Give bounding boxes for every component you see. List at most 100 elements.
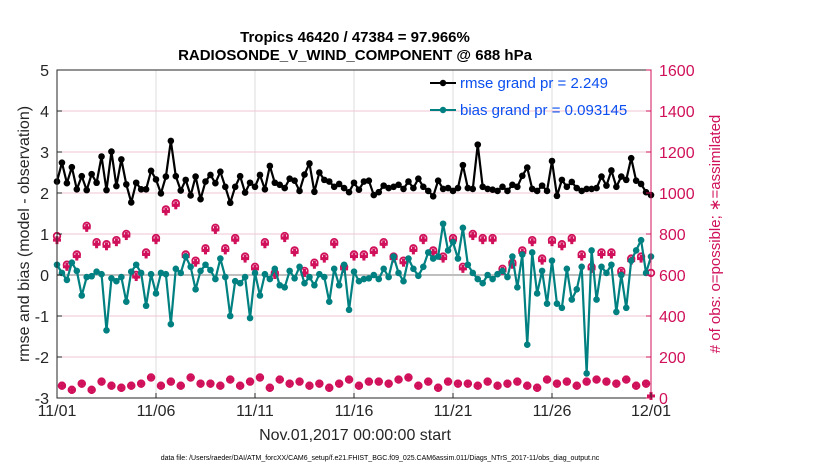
rmse-point (509, 181, 516, 189)
bias-point (335, 281, 343, 289)
y-tick-label: 2 (40, 186, 49, 203)
rmse-point (187, 192, 194, 199)
bias-point (236, 279, 244, 287)
x-axis-ticks: 11/01 11/06 11/11 11/16 11/21 11/26 12/01 (38, 393, 671, 420)
rmse-point (410, 184, 417, 192)
rmse-point (355, 186, 363, 194)
rmse-point (533, 187, 541, 195)
bias-point (113, 277, 120, 285)
rmse-point (217, 168, 224, 175)
chart-title-line-1: Tropics 46420 / 47384 = 97.966% (240, 29, 470, 46)
bias-point (504, 273, 511, 281)
obs-possible-marker (384, 379, 393, 388)
rmse-point (380, 182, 388, 189)
rmse-point (558, 176, 566, 184)
obs-possible-marker (349, 250, 359, 259)
obs-possible-marker (607, 248, 616, 257)
obs-possible-marker (374, 377, 383, 386)
bias-point (618, 271, 625, 279)
rmse-point (167, 137, 175, 145)
bias-point (444, 247, 452, 254)
bias-point (538, 267, 546, 275)
obs-possible-marker (582, 377, 591, 386)
obs-possible-marker (141, 248, 151, 257)
bias-point (157, 269, 165, 277)
bias-point (83, 273, 90, 281)
rmse-point (301, 171, 308, 178)
y-tick-label: -1 (35, 309, 49, 326)
rmse-point (340, 184, 348, 192)
obs-possible-marker (523, 381, 532, 390)
bias-point (197, 267, 204, 275)
bias-point (88, 272, 95, 280)
obs-possible-marker (503, 379, 512, 388)
bias-point (514, 284, 521, 291)
bias-point (375, 275, 383, 283)
legend: rmse grand pr = 2.249 bias grand pr = 0.… (430, 75, 627, 119)
rmse-point (474, 141, 482, 148)
obs-possible-marker (602, 377, 611, 386)
bias-point (68, 259, 76, 267)
rmse-point (578, 187, 585, 195)
bias-point (420, 263, 427, 271)
x-axis-label: Nov.01,2017 00:00:00 start (259, 427, 451, 444)
bias-point (637, 236, 645, 244)
rmse-point (330, 183, 338, 191)
rmse-point (212, 179, 219, 187)
obs-possible-marker (72, 250, 81, 259)
y-axis-ticks: -3 -2 -1 0 1 2 3 4 5 (35, 63, 62, 408)
y-axis-label: rmse and bias (model - observation) (16, 106, 33, 362)
rmse-point (553, 192, 561, 200)
obs-possible-marker (537, 254, 547, 263)
bias-point (296, 263, 303, 271)
bias-point (251, 269, 259, 277)
bias-point (519, 251, 526, 258)
rmse-point (256, 171, 264, 179)
bias-point (608, 261, 615, 269)
obs-possible-marker (404, 373, 413, 382)
rmse-point (420, 183, 427, 191)
rmse-point (58, 159, 66, 166)
rmse-point (479, 183, 487, 191)
obs-possible-marker (453, 379, 463, 388)
legend-bias-label: bias grand pr = 0.093145 (460, 102, 627, 119)
rmse-point (345, 188, 353, 196)
obs-possible-marker (97, 377, 106, 386)
x-tick-label: 12/01 (631, 403, 671, 420)
rmse-point (321, 176, 328, 184)
rmse-point (63, 179, 71, 187)
rmse-point (514, 183, 521, 191)
obs-possible-marker (127, 381, 136, 390)
bias-point (484, 271, 491, 279)
y-right-tick-label: 200 (659, 350, 686, 367)
obs-possible-marker (235, 381, 245, 390)
bias-point (271, 265, 279, 273)
rmse-point (637, 180, 645, 188)
obs-possible-marker (354, 381, 364, 390)
legend-rmse-label: rmse grand pr = 2.249 (460, 75, 608, 92)
grid-lines (57, 70, 651, 398)
rmse-point (593, 184, 600, 192)
obs-possible-marker (171, 199, 180, 208)
rmse-point (246, 179, 254, 187)
obs-possible-marker (82, 221, 91, 230)
obs-possible-marker (369, 246, 378, 255)
rmse-point (98, 153, 105, 160)
bias-point (330, 265, 338, 273)
bias-point (632, 247, 640, 254)
bias-point (311, 281, 318, 289)
obs-possible-marker (557, 240, 567, 249)
bias-point (137, 269, 145, 277)
rmse-point (499, 183, 506, 191)
obs-possible-marker (419, 233, 428, 243)
rmse-point (281, 184, 289, 192)
obs-possible-marker (67, 385, 77, 394)
rmse-point (395, 181, 402, 189)
rmse-point (588, 185, 595, 193)
bias-point (622, 304, 630, 312)
bias-point (598, 263, 605, 271)
obs-possible-marker (206, 379, 215, 388)
bias-point (563, 265, 571, 273)
rmse-point (157, 190, 165, 197)
obs-possible-marker (161, 205, 171, 214)
